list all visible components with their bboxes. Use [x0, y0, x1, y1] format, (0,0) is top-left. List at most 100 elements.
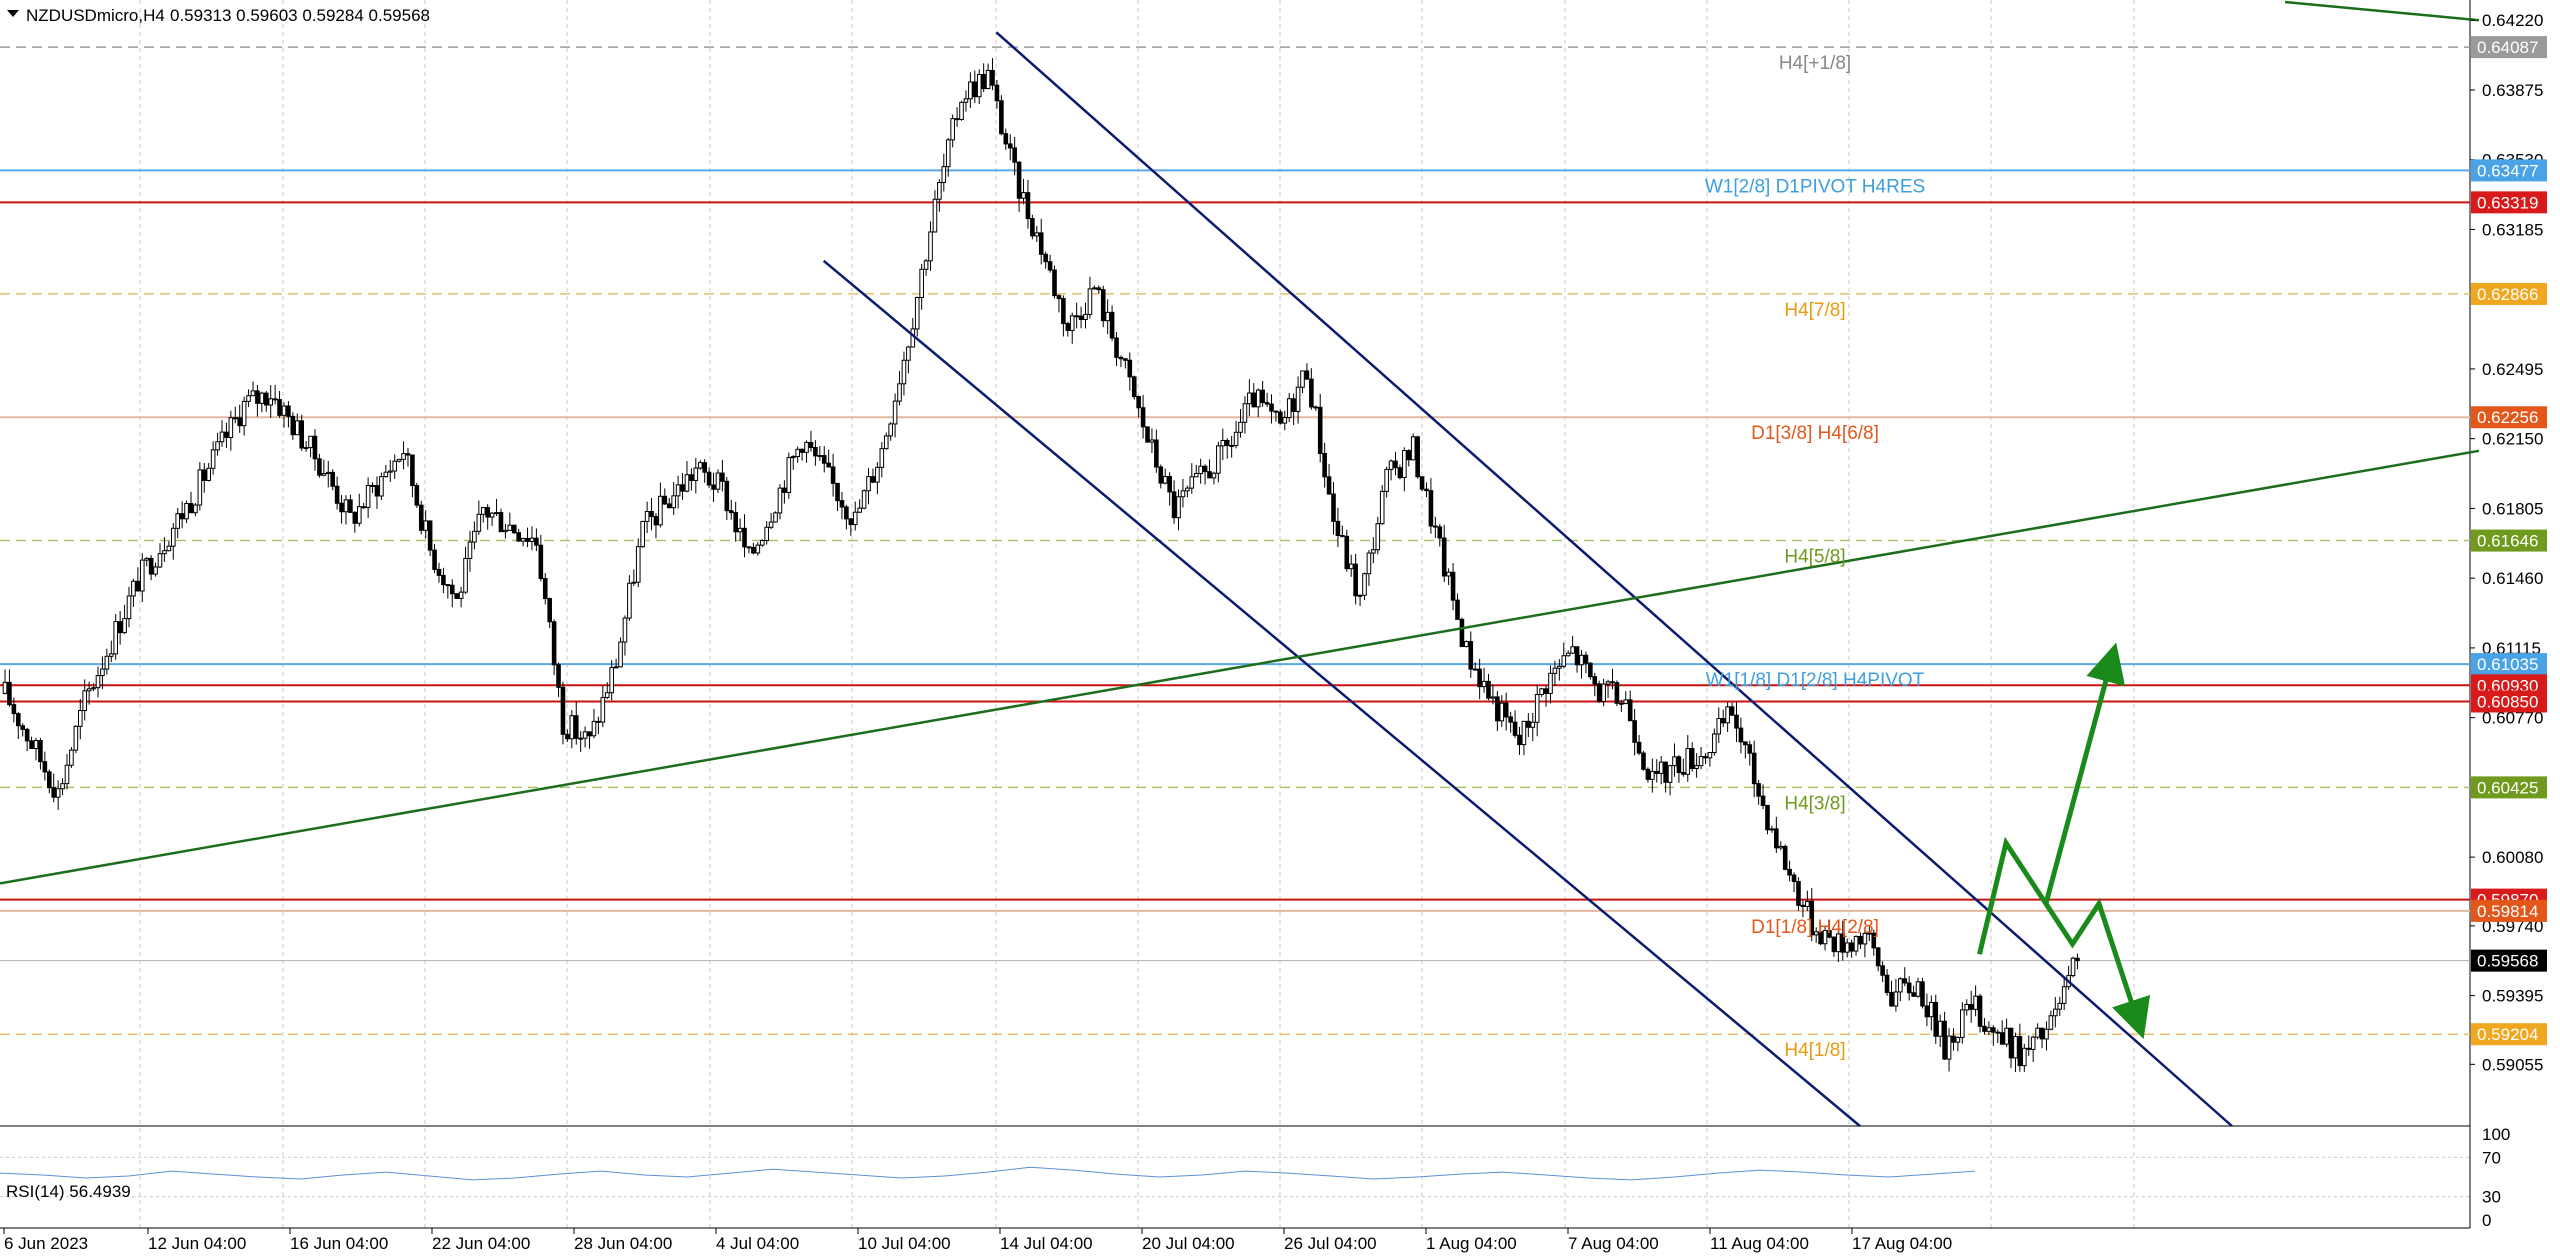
- price-tag-background: [2471, 899, 2547, 922]
- rsi-label: RSI(14) 56.4939: [6, 1182, 131, 1201]
- candle-bull: [1446, 571, 1451, 577]
- triangle-down-icon[interactable]: [7, 10, 19, 17]
- candle-bear: [1074, 315, 1079, 318]
- candle-bear: [1875, 947, 1881, 967]
- candle-bull: [923, 260, 929, 270]
- candle-bear: [1681, 772, 1686, 775]
- candle-bear: [1512, 721, 1518, 736]
- price-tag: 0.59204: [2477, 1025, 2538, 1044]
- candle-bear: [2017, 1036, 2023, 1067]
- candle-bear: [782, 487, 787, 493]
- candle-bear: [1291, 398, 1296, 412]
- candle-bull: [715, 472, 721, 490]
- candle-bull: [1898, 978, 1903, 993]
- candle-bear: [330, 471, 335, 487]
- candle-bear: [813, 447, 818, 457]
- candle-bear: [1450, 571, 1456, 601]
- candle-bear: [1052, 269, 1057, 297]
- candle-bull: [122, 618, 127, 634]
- candle-bull: [2022, 1047, 2027, 1067]
- candle-bull: [817, 455, 823, 458]
- candle-bear: [1477, 668, 1482, 688]
- trend-line-rising: [0, 449, 2480, 885]
- candle-bull: [790, 456, 796, 459]
- candle-bear: [1831, 936, 1837, 953]
- candle-bear: [1260, 389, 1265, 404]
- candle-bull: [1836, 933, 1841, 953]
- drawn-lines: [0, 0, 2480, 1127]
- candle-bear: [680, 484, 685, 492]
- candle-bull: [1189, 476, 1195, 489]
- time-tick-label: 11 Aug 04:00: [1710, 1234, 1809, 1253]
- candle-bull: [1087, 288, 1093, 315]
- candle-bull: [215, 441, 220, 451]
- candle-bull: [1685, 748, 1691, 775]
- candle-bear: [38, 740, 43, 763]
- candle-bull: [1362, 573, 1367, 596]
- candle-bear: [1999, 1032, 2005, 1045]
- candle-bull: [1384, 468, 1389, 492]
- candle-bull: [463, 557, 468, 593]
- candle-bull: [1193, 472, 1199, 478]
- candle-bear: [277, 399, 282, 416]
- candle-bear: [51, 787, 57, 798]
- candle-bear: [46, 771, 52, 789]
- candle-bull: [108, 653, 114, 657]
- candle-bull: [879, 448, 885, 468]
- candle-bull: [1521, 720, 1527, 746]
- candle-bear: [1335, 520, 1341, 537]
- candle-bear: [224, 431, 229, 438]
- candle-bull: [777, 487, 783, 514]
- candle-bull: [1220, 439, 1226, 447]
- candle-bull: [773, 512, 778, 523]
- candle-bear: [29, 740, 34, 750]
- candle-bull: [1034, 232, 1040, 237]
- candle-bull: [494, 512, 499, 515]
- candle-bull: [932, 198, 938, 233]
- candle-bear: [148, 557, 154, 575]
- level-lines: [0, 46, 2470, 1035]
- candle-bull: [1986, 1027, 1992, 1032]
- candle-bear: [263, 392, 269, 406]
- candle-bull: [675, 484, 681, 497]
- candle-bull: [1180, 490, 1186, 498]
- candle-bear: [1526, 720, 1531, 728]
- candle-bear: [1747, 744, 1753, 754]
- candle-bear: [445, 584, 451, 587]
- candle-bear: [1645, 768, 1651, 780]
- candle-bear: [405, 453, 411, 456]
- candle-bear: [1588, 662, 1593, 678]
- candle-bear: [551, 621, 557, 666]
- candle-bull: [1371, 549, 1376, 554]
- candle-bull: [294, 420, 300, 436]
- candle-bear: [485, 507, 490, 518]
- candle-bull: [379, 476, 384, 497]
- time-tick-label: 28 Jun 04:00: [574, 1234, 672, 1253]
- price-tag: 0.63477: [2477, 161, 2538, 180]
- price-tag: 0.60425: [2477, 778, 2538, 797]
- candle-bear: [1871, 932, 1877, 949]
- price-tick-label: 0.64220: [2482, 11, 2543, 30]
- candle-bear: [746, 546, 752, 549]
- candle-bear: [1619, 702, 1624, 705]
- candle-bull: [2013, 1036, 2018, 1059]
- candle-bull: [795, 448, 800, 458]
- candle-bull: [582, 731, 588, 739]
- candle-bull: [1295, 386, 1301, 412]
- candle-bull: [764, 526, 769, 542]
- candle-bear: [1313, 406, 1319, 409]
- candle-bull: [250, 390, 256, 397]
- candle-bear: [1078, 315, 1084, 321]
- candle-bull: [959, 101, 964, 120]
- candle-bear: [1787, 868, 1792, 876]
- candle-bull: [396, 458, 402, 462]
- rsi-panel: 100 70 30 0: [0, 1125, 2510, 1230]
- candle-bear: [454, 593, 459, 599]
- rsi-scale-label: 70: [2482, 1148, 2501, 1167]
- candle-bull: [609, 667, 614, 694]
- time-tick-label: 12 Jun 04:00: [148, 1234, 246, 1253]
- candle-bull: [153, 566, 158, 575]
- candle-bull: [578, 737, 583, 740]
- candle-bear: [1982, 1025, 1987, 1032]
